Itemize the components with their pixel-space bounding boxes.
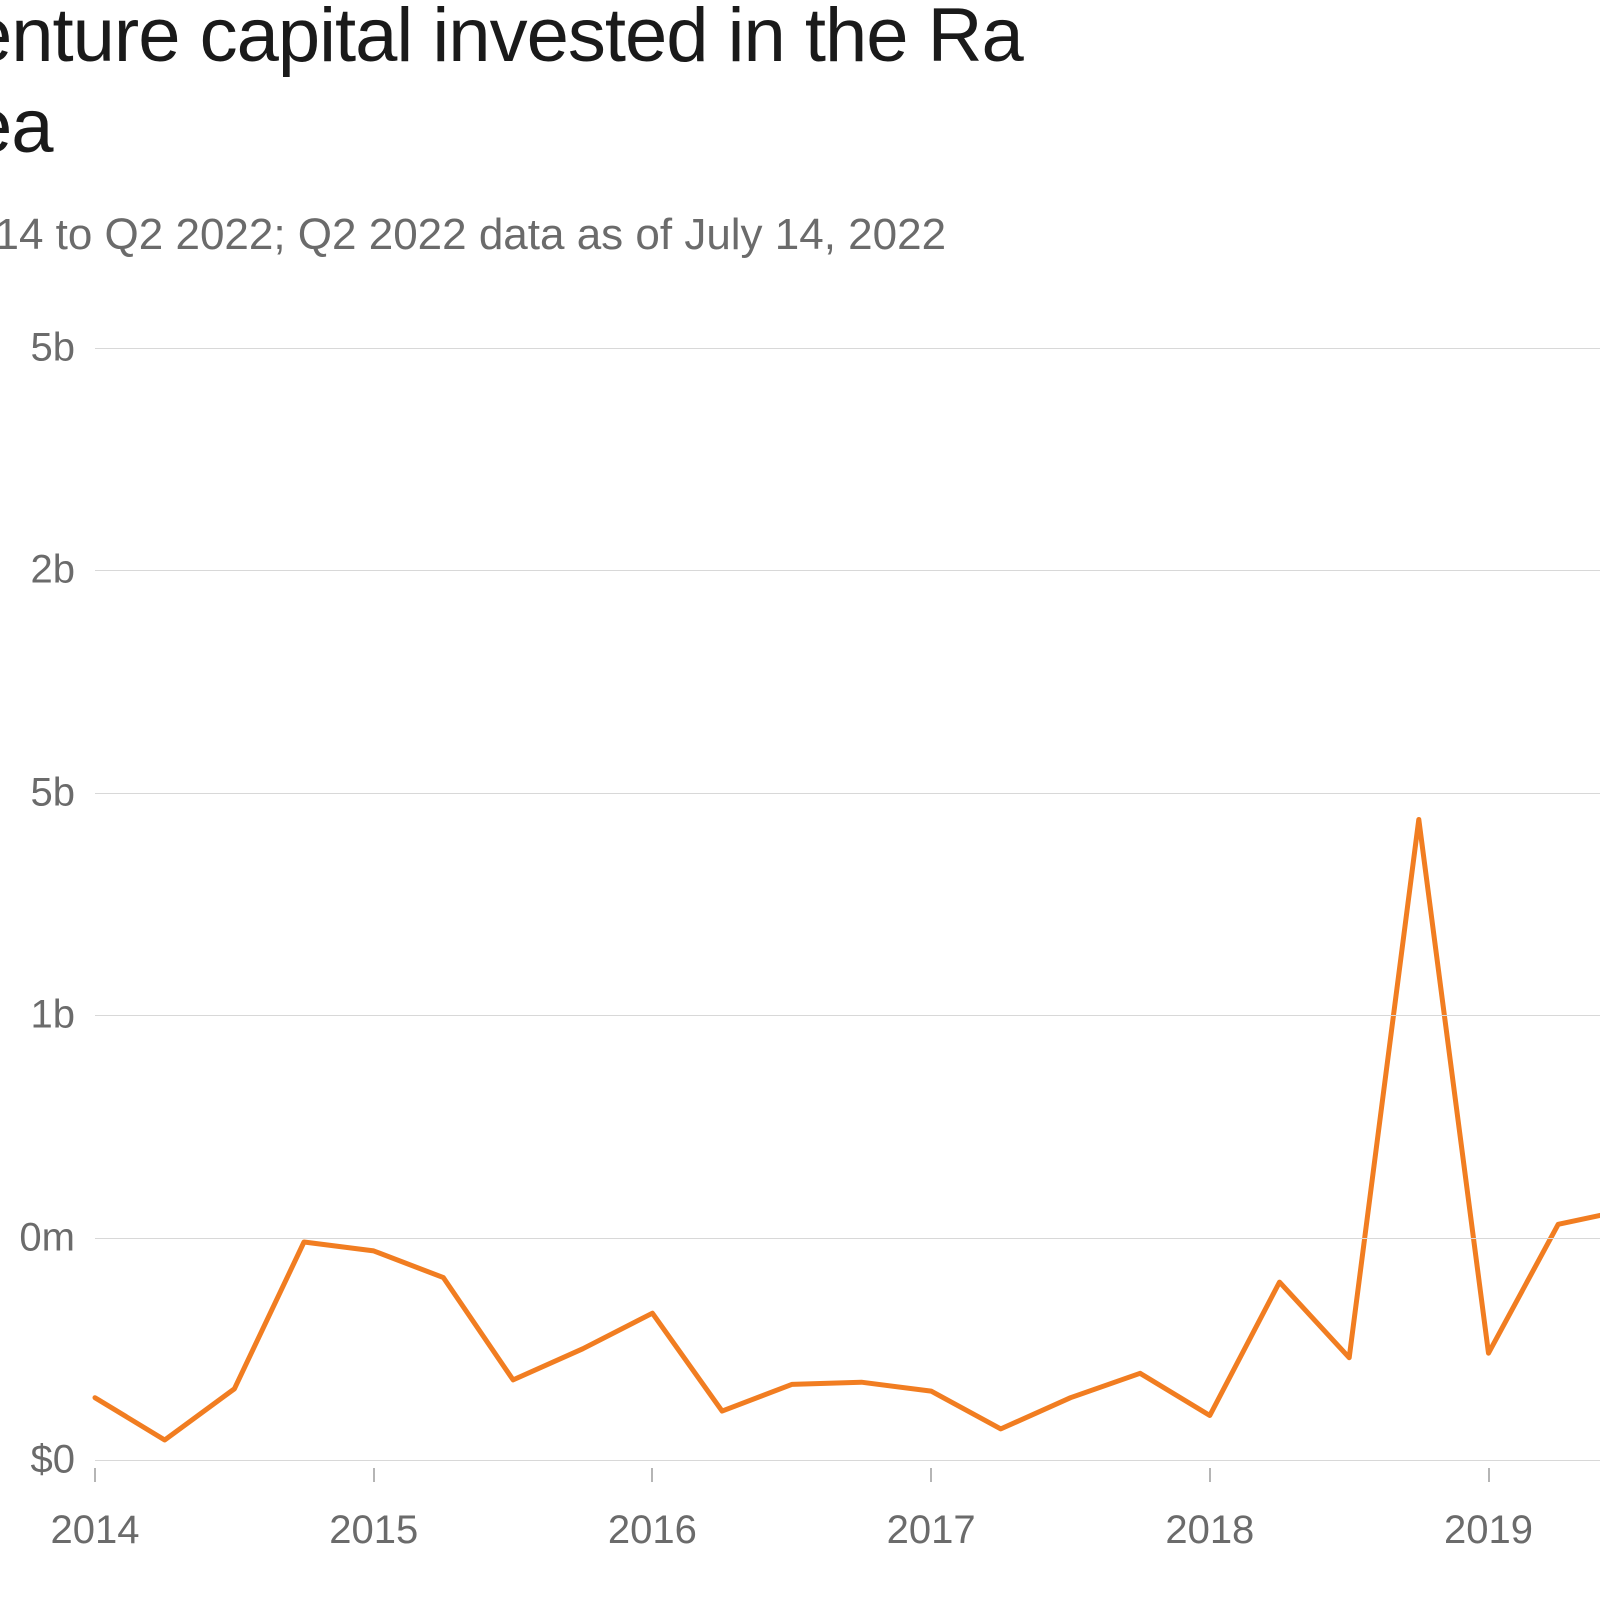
x-axis-label: 2016 [608, 1508, 697, 1553]
x-tick [651, 1468, 653, 1482]
x-axis-label: 2017 [887, 1508, 976, 1553]
y-gridline [95, 793, 1600, 794]
x-axis-label: 2015 [329, 1508, 418, 1553]
y-gridline [95, 1238, 1600, 1239]
x-axis-label: 2019 [1444, 1508, 1533, 1553]
x-tick [1488, 1468, 1490, 1482]
y-axis-label: 0m [19, 1215, 75, 1260]
x-tick [1209, 1468, 1211, 1482]
x-axis-label: 2014 [51, 1508, 140, 1553]
y-axis-label: 5b [31, 770, 76, 815]
chart-title-line1: enture capital invested in the Ra [0, 0, 1600, 81]
y-axis-label: 2b [31, 548, 76, 593]
x-tick [373, 1468, 375, 1482]
y-axis-label: $0 [31, 1438, 76, 1483]
y-axis-label: 5b [31, 326, 76, 371]
chart-area: $00m1b5b2b5b201420152016201720182019 [0, 330, 1600, 1590]
chart-title-line2: ea [0, 81, 1600, 172]
chart-subtitle: 014 to Q2 2022; Q2 2022 data as of July … [0, 210, 1600, 260]
line-chart-svg [0, 330, 1600, 1590]
y-gridline [95, 1015, 1600, 1016]
y-gridline [95, 1460, 1600, 1461]
y-gridline [95, 570, 1600, 571]
x-tick [94, 1468, 96, 1482]
y-gridline [95, 348, 1600, 349]
y-axis-label: 1b [31, 993, 76, 1038]
x-tick [930, 1468, 932, 1482]
data-line [95, 820, 1600, 1441]
x-axis-label: 2018 [1165, 1508, 1254, 1553]
